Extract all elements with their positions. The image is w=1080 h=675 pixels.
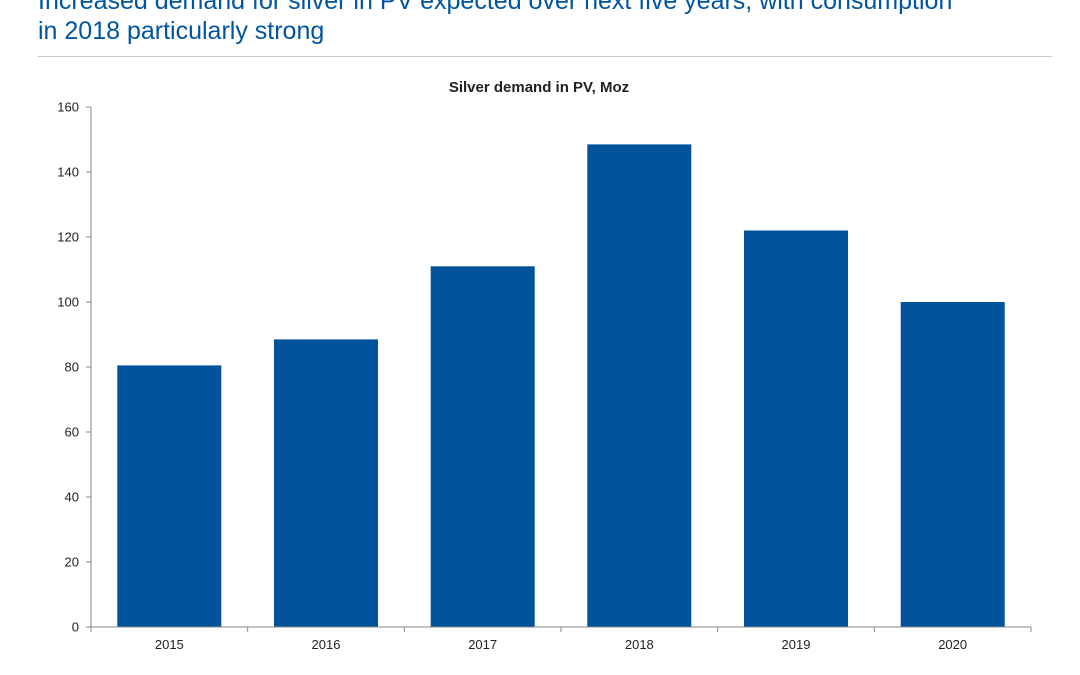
y-tick-label: 120	[57, 230, 79, 245]
bar-2018	[587, 144, 692, 627]
headline-line-1: Increased demand for silver in PV expect…	[38, 0, 953, 15]
x-axis: 2015 2016 2017 2018 2019 2020	[90, 626, 1032, 652]
bar-2015	[117, 365, 222, 627]
y-tick-label: 140	[57, 165, 79, 180]
x-tick-label: 2016	[312, 637, 341, 652]
x-tick-label: 2015	[155, 637, 184, 652]
y-tick-label: 40	[65, 490, 79, 505]
x-tick-label: 2018	[625, 637, 654, 652]
x-tick-label: 2019	[782, 637, 811, 652]
chart-title: Silver demand in PV, Moz	[449, 79, 629, 96]
x-tick-label: 2017	[468, 637, 497, 652]
bar-2016	[274, 339, 378, 627]
y-tick-label: 0	[72, 620, 79, 635]
bar-2019	[744, 230, 848, 627]
y-tick-label: 60	[65, 425, 79, 440]
bar-2020	[900, 302, 1005, 627]
y-axis: 0 20 40 60 80 100 120 140 160	[57, 100, 92, 635]
y-tick-label: 80	[65, 360, 79, 375]
y-tick-label: 100	[57, 295, 79, 310]
bar-2017	[430, 266, 535, 628]
y-tick-label: 160	[57, 100, 79, 115]
headline: Increased demand for silver in PV expect…	[38, 0, 1080, 46]
x-tick-label: 2020	[938, 637, 967, 652]
headline-line-2: in 2018 particularly strong	[38, 17, 325, 45]
bars-group	[117, 144, 1005, 628]
y-tick-label: 20	[65, 555, 79, 570]
headline-divider	[38, 56, 1052, 57]
